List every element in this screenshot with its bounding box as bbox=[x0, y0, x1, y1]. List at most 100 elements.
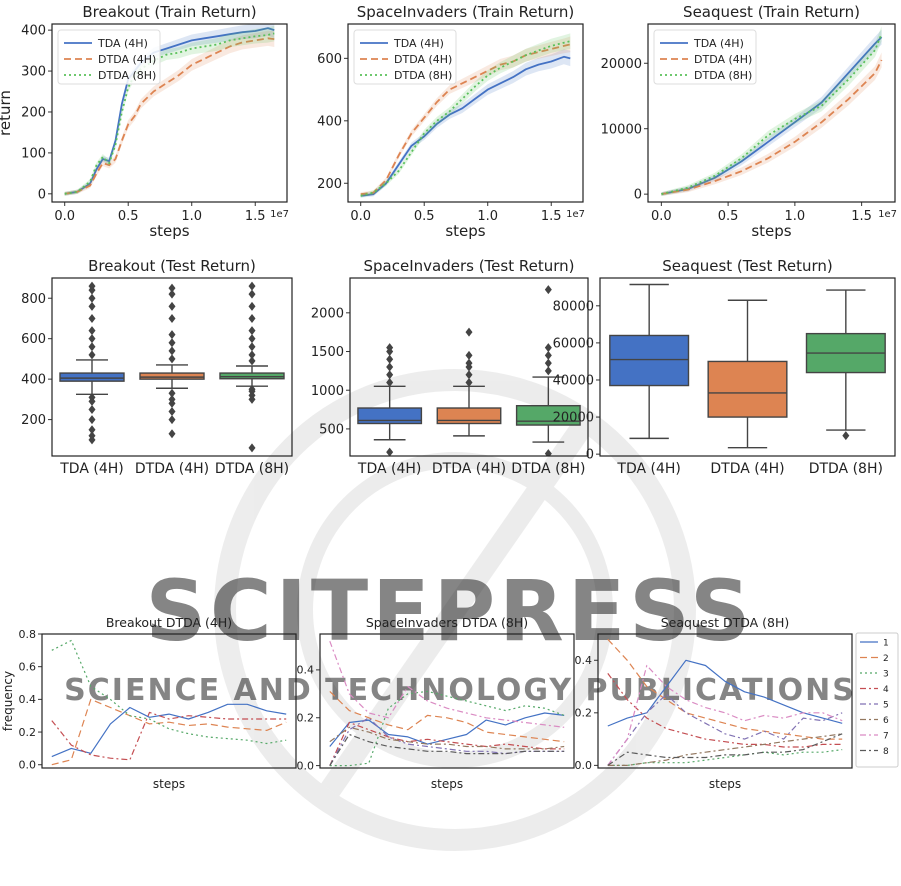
legend-label: DTDA (8H) bbox=[694, 69, 752, 82]
series-line bbox=[607, 664, 843, 766]
box-outlier bbox=[168, 330, 176, 340]
y-tick-label: 0.4 bbox=[19, 693, 37, 706]
chart-title: Seaquest (Train Return) bbox=[683, 3, 860, 21]
box-body bbox=[139, 372, 205, 380]
y-tick-label: 0.4 bbox=[297, 664, 315, 677]
series-line bbox=[607, 673, 843, 748]
chart-title: SpaceInvaders DTDA (8H) bbox=[366, 615, 528, 630]
y-tick-label: 40000 bbox=[553, 374, 594, 389]
legend-label: 8 bbox=[883, 747, 889, 757]
chart-title: Breakout (Test Return) bbox=[88, 257, 256, 275]
box-outlier bbox=[88, 431, 96, 441]
x-tick-label: 1.5 bbox=[245, 209, 266, 224]
x-exponent-label: 1e7 bbox=[566, 209, 585, 220]
chart-2: SpaceInvaders (Train Return) 200 400 600 0.0… bbox=[317, 3, 585, 240]
legend: TDA (4H) DTDA (4H) DTDA (8H) bbox=[653, 29, 757, 85]
series-line bbox=[329, 717, 565, 766]
series-line bbox=[607, 693, 843, 766]
box-outlier bbox=[386, 370, 394, 380]
box-outlier bbox=[88, 425, 96, 435]
box-outlier bbox=[842, 431, 850, 441]
y-tick-label: 0 bbox=[634, 188, 642, 203]
y-tick-label: 400 bbox=[21, 373, 46, 388]
series-line bbox=[661, 36, 883, 195]
box-outlier bbox=[88, 326, 96, 336]
y-tick-label: 0.8 bbox=[19, 628, 37, 641]
series-line bbox=[360, 55, 571, 197]
y-tick-label: 0.2 bbox=[297, 712, 315, 725]
series-band bbox=[360, 36, 571, 197]
box-outlier bbox=[465, 358, 473, 368]
chart-title: SpaceInvaders (Test Return) bbox=[364, 257, 575, 275]
y-axis-label: frequency bbox=[1, 671, 15, 731]
plot-area bbox=[357, 285, 581, 456]
series-band bbox=[360, 49, 571, 198]
x-tick-label: 0.5 bbox=[414, 209, 435, 224]
box-outlier bbox=[88, 342, 96, 352]
x-tick-label: 0.0 bbox=[350, 209, 371, 224]
y-tick-label: 0.0 bbox=[297, 759, 315, 772]
box-body bbox=[357, 407, 423, 425]
plot-area bbox=[661, 26, 883, 196]
x-tick-label: 1.0 bbox=[181, 209, 202, 224]
series-line bbox=[329, 640, 565, 728]
y-tick-label: 0.0 bbox=[575, 759, 593, 772]
y-tick-label: 100 bbox=[21, 146, 46, 161]
x-category-label: TDA (4H) bbox=[59, 461, 123, 477]
legend-label: 7 bbox=[883, 732, 889, 742]
y-tick-label: 2000 bbox=[311, 306, 344, 321]
box-outlier bbox=[465, 350, 473, 360]
x-category-label: DTDA (4H) bbox=[432, 461, 506, 477]
series-line bbox=[329, 690, 565, 767]
legend-label: 1 bbox=[883, 639, 889, 649]
box-body bbox=[59, 372, 125, 382]
x-exponent-label: 1e7 bbox=[270, 209, 289, 220]
box-body bbox=[515, 404, 581, 426]
box-outlier bbox=[88, 281, 96, 291]
series-line bbox=[607, 659, 843, 727]
series-line bbox=[51, 711, 287, 761]
series-line bbox=[64, 32, 275, 195]
box-body bbox=[436, 407, 502, 425]
plot-area bbox=[59, 281, 285, 453]
y-tick-label: 0.2 bbox=[19, 726, 37, 739]
box-outlier bbox=[248, 301, 256, 311]
series-line bbox=[329, 733, 565, 766]
legend-label: 3 bbox=[883, 670, 889, 680]
y-tick-label: 60000 bbox=[553, 336, 594, 351]
y-tick-label: 80000 bbox=[553, 299, 594, 314]
x-axis-label: steps bbox=[153, 777, 185, 791]
box-outlier bbox=[386, 343, 394, 353]
legend-label: TDA (4H) bbox=[97, 37, 148, 50]
chart-7: Breakout DTDA (4H) 0.0 0.2 0.4 0.6 0.8 steps fr… bbox=[1, 615, 297, 791]
x-axis-label: steps bbox=[751, 222, 791, 240]
x-tick-label: 1.5 bbox=[541, 209, 562, 224]
box-outlier bbox=[248, 443, 256, 453]
box-outlier bbox=[544, 449, 552, 456]
plot-area bbox=[51, 639, 287, 766]
legend-label: DTDA (4H) bbox=[394, 53, 452, 66]
x-axis-label: steps bbox=[431, 777, 463, 791]
axes-frame bbox=[347, 23, 584, 203]
legend-label: DTDA (4H) bbox=[694, 53, 752, 66]
legend-label: DTDA (4H) bbox=[98, 53, 156, 66]
y-tick-label: 800 bbox=[21, 292, 46, 307]
box-outlier bbox=[544, 366, 552, 376]
chart-title: SpaceInvaders (Train Return) bbox=[357, 3, 574, 21]
box-outlier bbox=[248, 326, 256, 336]
series-line bbox=[329, 690, 565, 743]
box-outlier bbox=[88, 415, 96, 425]
axes-frame bbox=[597, 633, 853, 769]
box-outlier bbox=[168, 407, 176, 416]
box-outlier bbox=[88, 301, 96, 311]
box-outlier bbox=[88, 404, 96, 414]
y-tick-label: 200 bbox=[21, 413, 46, 428]
series-line bbox=[51, 698, 287, 766]
plot-area bbox=[607, 638, 843, 766]
x-tick-label: 1.5 bbox=[851, 209, 872, 224]
box-outlier bbox=[544, 343, 552, 353]
box-outlier bbox=[168, 313, 176, 323]
box-outlier bbox=[386, 354, 394, 364]
axes-frame bbox=[349, 277, 589, 457]
